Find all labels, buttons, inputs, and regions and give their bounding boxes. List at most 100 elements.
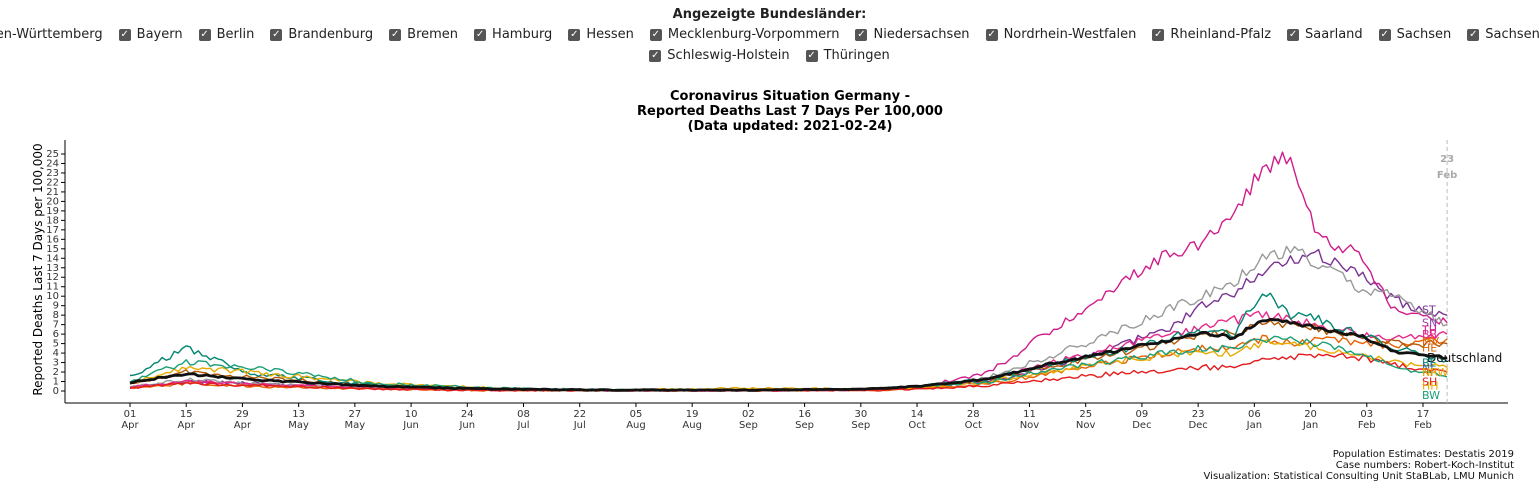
checkmark-icon[interactable]: ✓ [855, 28, 868, 41]
end-label-st: ST [1422, 303, 1436, 316]
x-tick-day: 25 [1079, 409, 1092, 420]
x-tick-day: 05 [630, 409, 643, 420]
x-tick-month: Apr [178, 420, 196, 431]
checkbox-label: Mecklenburg-Vorpommern [667, 27, 840, 42]
checkmark-icon[interactable]: ✓ [985, 28, 998, 41]
checkbox-label: Thüringen [823, 48, 890, 63]
checkmark-icon[interactable]: ✓ [1287, 28, 1300, 41]
state-checkbox-saarland[interactable]: ✓ Saarland [1287, 27, 1363, 42]
checkbox-row-1: ✓Baden-Württemberg✓Bayern✓Berlin✓Branden… [0, 24, 1539, 45]
chart-title-line-2: Reported Deaths Last 7 Days Per 100,000 [637, 104, 943, 119]
x-tick-day: 03 [1360, 409, 1373, 420]
state-checkbox-brandenburg[interactable]: ✓ Brandenburg [270, 27, 373, 42]
state-checkbox-schleswig-holstein[interactable]: ✓ Schleswig-Holstein [649, 48, 790, 63]
checkbox-label: Rheinland-Pfalz [1170, 27, 1272, 42]
end-label-sh: SH [1422, 376, 1437, 389]
checkmark-icon[interactable]: ✓ [1378, 28, 1391, 41]
checkbox-label: Baden-Württemberg [0, 27, 103, 42]
series-line-he [129, 319, 1448, 392]
state-checkbox-baden-w-rttemberg[interactable]: ✓Baden-Württemberg [0, 27, 103, 42]
checkmark-icon[interactable]: ✓ [649, 28, 662, 41]
y-tick-label: 20 [46, 196, 59, 207]
x-tick-month: Aug [682, 420, 702, 431]
x-tick-month: Nov [1076, 420, 1096, 431]
state-checkbox-bayern[interactable]: ✓ Bayern [118, 27, 183, 42]
x-tick-month: Apr [234, 420, 252, 431]
state-checkbox-niedersachsen[interactable]: ✓ Niedersachsen [855, 27, 970, 42]
series-line-th [129, 245, 1448, 392]
checkmark-icon[interactable]: ✓ [805, 49, 818, 62]
x-tick-day: 10 [405, 409, 418, 420]
checkmark-icon[interactable]: ✓ [198, 28, 211, 41]
x-tick-day: 15 [180, 409, 193, 420]
x-tick-day: 02 [742, 409, 755, 420]
x-tick-month: Sep [851, 420, 870, 431]
x-tick-month: Jun [402, 420, 419, 431]
y-tick-label: 3 [53, 358, 59, 369]
checkmark-icon[interactable]: ✓ [568, 28, 581, 41]
x-tick-day: 24 [461, 409, 474, 420]
y-tick-label: 9 [53, 301, 59, 312]
state-checkbox-hamburg[interactable]: ✓ Hamburg [474, 27, 552, 42]
y-tick-label: 2 [53, 367, 59, 378]
checkbox-label: Schleswig-Holstein [667, 48, 790, 63]
state-checkbox-rheinland-pfalz[interactable]: ✓ Rheinland-Pfalz [1152, 27, 1271, 42]
checkbox-label: Niedersachsen [873, 27, 970, 42]
state-checkbox-sachsen[interactable]: ✓ Sachsen [1378, 27, 1451, 42]
checkbox-label: Hamburg [492, 27, 553, 42]
series-line-nrw [129, 339, 1448, 392]
state-checkbox-nordrhein-westfalen[interactable]: ✓ Nordrhein-Westfalen [985, 27, 1136, 42]
deaths-line-chart: Coronavirus Situation Germany -Reported … [31, 89, 1508, 431]
checkmark-icon[interactable]: ✓ [1467, 28, 1480, 41]
x-tick-day: 14 [911, 409, 924, 420]
chart-title-line-1: Coronavirus Situation Germany - [670, 89, 910, 104]
filter-title: Angezeigte Bundesländer: [672, 7, 867, 22]
x-tick-month: Dec [1188, 420, 1207, 431]
y-tick-label: 22 [46, 177, 59, 188]
state-checkbox-sachsen-anhalt[interactable]: ✓ Sachsen-Anhalt [1467, 27, 1539, 42]
checkmark-icon[interactable]: ✓ [649, 49, 662, 62]
credit-cases: Case numbers: Robert-Koch-Institut [1335, 460, 1514, 471]
state-checkbox-th-ringen[interactable]: ✓ Thüringen [805, 48, 890, 63]
end-label-bb: BB [1422, 328, 1437, 341]
checkbox-label: Saarland [1305, 27, 1363, 42]
checkmark-icon[interactable]: ✓ [118, 28, 131, 41]
checkbox-row-2: ✓ Schleswig-Holstein ✓ Thüringen [0, 45, 1539, 66]
end-label-rp: RP [1422, 366, 1437, 379]
y-tick-label: 24 [46, 158, 59, 169]
y-tick-label: 15 [46, 244, 59, 255]
checkmark-icon[interactable]: ✓ [474, 28, 487, 41]
checkmark-icon[interactable]: ✓ [389, 28, 402, 41]
x-tick-month: Sep [739, 420, 758, 431]
y-tick-label: 17 [46, 225, 59, 236]
x-tick-day: 28 [967, 409, 980, 420]
checkmark-icon[interactable]: ✓ [270, 28, 283, 41]
x-tick-day: 06 [1248, 409, 1261, 420]
checkmark-icon[interactable]: ✓ [1152, 28, 1165, 41]
x-tick-day: 27 [349, 409, 362, 420]
y-tick-label: 21 [46, 187, 59, 198]
end-label-mv: MV [1422, 335, 1439, 348]
x-tick-month: Jan [1302, 420, 1318, 431]
checkbox-label: Bayern [136, 27, 183, 42]
state-checkbox-berlin[interactable]: ✓ Berlin [198, 27, 254, 42]
x-tick-month: Oct [908, 420, 925, 431]
state-checkbox-hessen[interactable]: ✓ Hessen [568, 27, 634, 42]
x-tick-day: 08 [517, 409, 530, 420]
end-label-he: HE [1422, 341, 1437, 354]
x-tick-month: Jul [516, 420, 529, 431]
checkbox-label: Sachsen-Anhalt [1485, 27, 1539, 42]
state-checkbox-mecklenburg-vorpommern[interactable]: ✓ Mecklenburg-Vorpommern [649, 27, 840, 42]
x-tick-day: 29 [236, 409, 249, 420]
y-tick-label: 5 [53, 339, 59, 350]
x-tick-month: May [288, 420, 309, 431]
end-label-ni: NI [1422, 361, 1433, 374]
end-label-deutschland: Deutschland [1427, 351, 1502, 365]
state-checkbox-bremen[interactable]: ✓ Bremen [389, 27, 458, 42]
checkbox-label: Brandenburg [288, 27, 374, 42]
y-axis-label: Reported Deaths Last 7 Days per 100,000 [31, 143, 45, 395]
current-date-day: 23 [1440, 154, 1454, 165]
x-tick-month: Nov [1020, 420, 1040, 431]
x-tick-day: 20 [1304, 409, 1317, 420]
y-tick-label: 0 [53, 386, 59, 397]
